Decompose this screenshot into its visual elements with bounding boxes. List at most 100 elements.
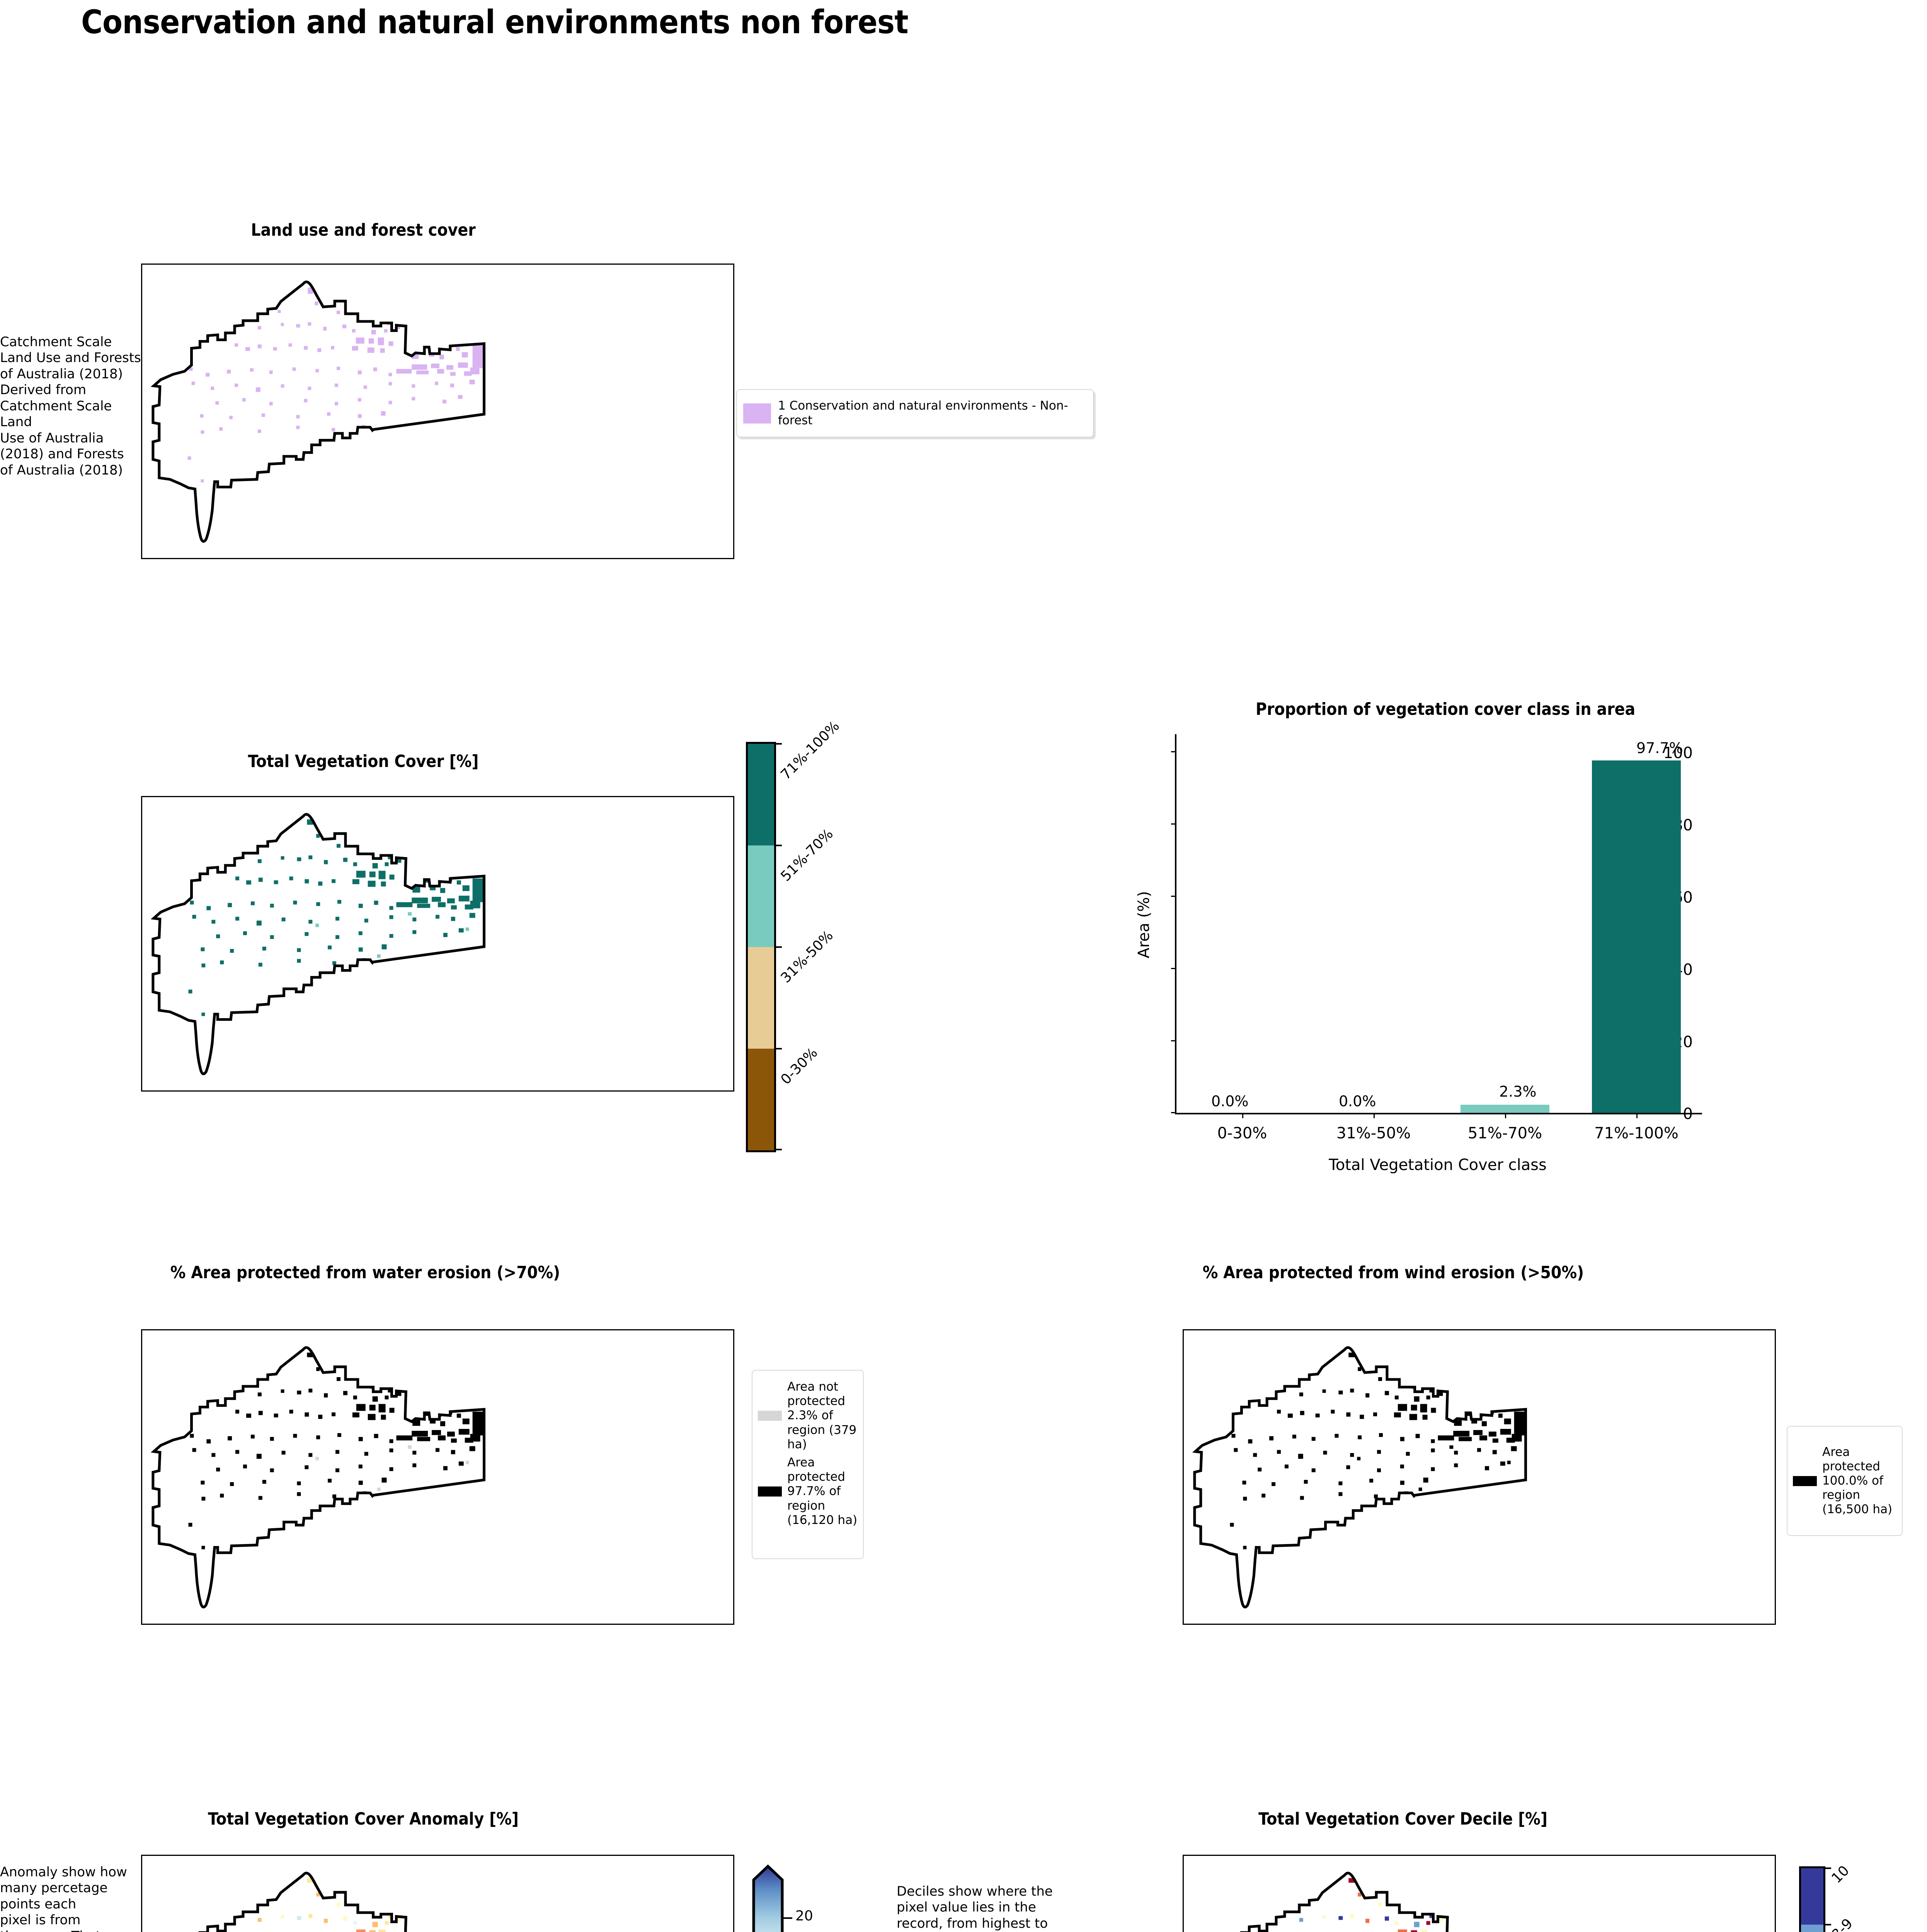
bar-label-71-100: 97.7% xyxy=(1636,740,1683,757)
axis-tick xyxy=(1694,1624,1695,1625)
cbar-tick xyxy=(1823,1867,1831,1869)
axis-tick xyxy=(652,1090,654,1092)
x-tick xyxy=(1636,1113,1638,1118)
wind-erosion-raster xyxy=(1230,1352,1526,1549)
water-erosion-legend: Area not protected 2.3% of region (379 h… xyxy=(752,1370,864,1559)
barchart-plot-area: 0 20 40 60 80 100 0.0% 0.0% 2.3% 97.7% 0… xyxy=(1171,734,1702,1142)
axis-tick xyxy=(652,558,654,559)
axis-tick xyxy=(1183,1348,1184,1349)
axis-tick xyxy=(141,334,142,335)
page-title: Conservation and natural environments no… xyxy=(81,3,909,41)
barchart-y-axis-label: Area (%) xyxy=(1135,891,1153,958)
bar-51-70[interactable] xyxy=(1461,1105,1549,1113)
barchart-x-axis-label: Total Vegetation Cover class xyxy=(1329,1156,1547,1174)
anomaly-colorbar: 20 10 0 −10 −20 xyxy=(746,1859,831,1932)
cbar-band-10 xyxy=(1801,1868,1823,1925)
axis-tick xyxy=(652,1624,654,1625)
landuse-legend: 1 Conservation and natural environments … xyxy=(736,389,1094,437)
axis-tick xyxy=(165,1090,167,1092)
cbar-tick xyxy=(774,845,782,846)
legend-row-protected: Area protected 100.0% of region (16,500 … xyxy=(1793,1445,1896,1517)
cbar-tick xyxy=(774,1149,782,1150)
proportion-bar-chart: Proportion of vegetation cover class in … xyxy=(1121,696,1770,1198)
axis-tick xyxy=(409,1624,410,1625)
vegcover-panel-title: Total Vegetation Cover [%] xyxy=(248,752,479,771)
landuse-source-note: Catchment Scale Land Use and Forests of … xyxy=(0,334,141,478)
x-tick-label-31-50: 31%-50% xyxy=(1336,1124,1411,1142)
axis-tick xyxy=(141,1925,142,1927)
legend-swatch-protected xyxy=(1793,1476,1817,1486)
decile-colorbar: 10 8-9 4-7 2-3 1 xyxy=(1799,1863,1856,1932)
cbar-band-71-100 xyxy=(748,744,774,845)
cbar-tick xyxy=(1823,1924,1831,1925)
axis-tick xyxy=(328,1624,329,1625)
axis-tick xyxy=(141,1079,142,1080)
x-tick xyxy=(1505,1113,1506,1118)
axis-tick xyxy=(141,1562,142,1563)
axis-tick xyxy=(490,558,491,559)
axis-tick xyxy=(1183,1562,1184,1563)
axis-tick xyxy=(165,558,167,559)
axis-tick xyxy=(1183,1508,1184,1509)
landuse-panel-title: Land use and forest cover xyxy=(251,220,476,240)
axis-tick xyxy=(490,1624,491,1625)
cbar-band-51-70 xyxy=(748,845,774,947)
cbar-band-0-30 xyxy=(748,1049,774,1150)
axis-tick xyxy=(1288,1624,1289,1625)
landuse-map xyxy=(141,264,734,559)
anomaly-explanation-note: Anomaly show how many percetage points e… xyxy=(0,1864,127,1932)
x-tick-label-0-30: 0-30% xyxy=(1217,1124,1267,1142)
decile-explanation-note: Deciles show where the pixel value lies … xyxy=(897,1884,1053,1932)
axis-tick xyxy=(247,558,248,559)
cbar-tick xyxy=(774,946,782,948)
water-erosion-raster xyxy=(188,1352,484,1549)
y-tick-label: 100 xyxy=(1663,744,1693,762)
axis-tick xyxy=(490,1090,491,1092)
axis-tick xyxy=(1532,1624,1533,1625)
decile-panel-title: Total Vegetation Cover Decile [%] xyxy=(1258,1809,1547,1829)
x-tick-label-71-100: 71%-100% xyxy=(1594,1124,1678,1142)
legend-label-protected: Area protected 97.7% of region (16,120 h… xyxy=(787,1455,858,1527)
axis-tick xyxy=(1207,1624,1208,1625)
cbar-band-31-50 xyxy=(748,947,774,1049)
axis-tick xyxy=(141,388,142,389)
bar-71-100[interactable] xyxy=(1592,760,1681,1113)
legend-row-not-protected: Area not protected 2.3% of region (379 h… xyxy=(758,1380,858,1452)
y-tick xyxy=(1171,751,1176,752)
decile-cbar-label-8-9: 8-9 xyxy=(1828,1915,1856,1932)
axis-tick xyxy=(141,1873,142,1874)
legend-swatch-not-protected xyxy=(758,1410,782,1421)
axis-tick xyxy=(141,547,142,548)
cbar-label-31-50: 31%-50% xyxy=(778,927,836,986)
landuse-raster xyxy=(187,287,484,483)
legend-swatch-protected xyxy=(758,1486,782,1497)
anomaly-colorbar-gradient xyxy=(752,1864,784,1932)
cbar-label-0-30: 0-30% xyxy=(778,1045,821,1088)
cbar-tick xyxy=(774,1048,782,1049)
y-tick xyxy=(1171,823,1176,825)
axis-tick xyxy=(141,975,142,976)
legend-row-protected: Area protected 97.7% of region (16,120 h… xyxy=(758,1456,858,1527)
axis-tick xyxy=(1183,1400,1184,1401)
legend-label-protected: Area protected 100.0% of region (16,500 … xyxy=(1822,1445,1893,1517)
axis-tick xyxy=(141,1454,142,1455)
y-tick xyxy=(1171,1112,1176,1113)
axis-tick xyxy=(1613,1624,1614,1625)
axis-tick xyxy=(1450,1624,1452,1625)
cbar-label-51-70: 51%-70% xyxy=(778,826,836,884)
axis-tick xyxy=(1183,1925,1184,1927)
water-erosion-panel-title: % Area protected from water erosion (>70… xyxy=(170,1263,560,1282)
axis-tick xyxy=(571,1624,572,1625)
y-tick xyxy=(1171,968,1176,969)
axis-tick xyxy=(409,558,410,559)
axis-tick xyxy=(141,497,142,498)
axis-tick xyxy=(247,1090,248,1092)
anomaly-cbar-label-20: 20 xyxy=(795,1908,813,1924)
axis-tick xyxy=(571,558,572,559)
axis-tick xyxy=(1369,1624,1370,1625)
vegcover-raster xyxy=(188,819,484,1016)
barchart-title: Proportion of vegetation cover class in … xyxy=(1255,699,1636,719)
axis-tick xyxy=(165,1624,167,1625)
vegcover-map xyxy=(141,796,734,1092)
landuse-legend-label: 1 Conservation and natural environments … xyxy=(778,398,1068,427)
